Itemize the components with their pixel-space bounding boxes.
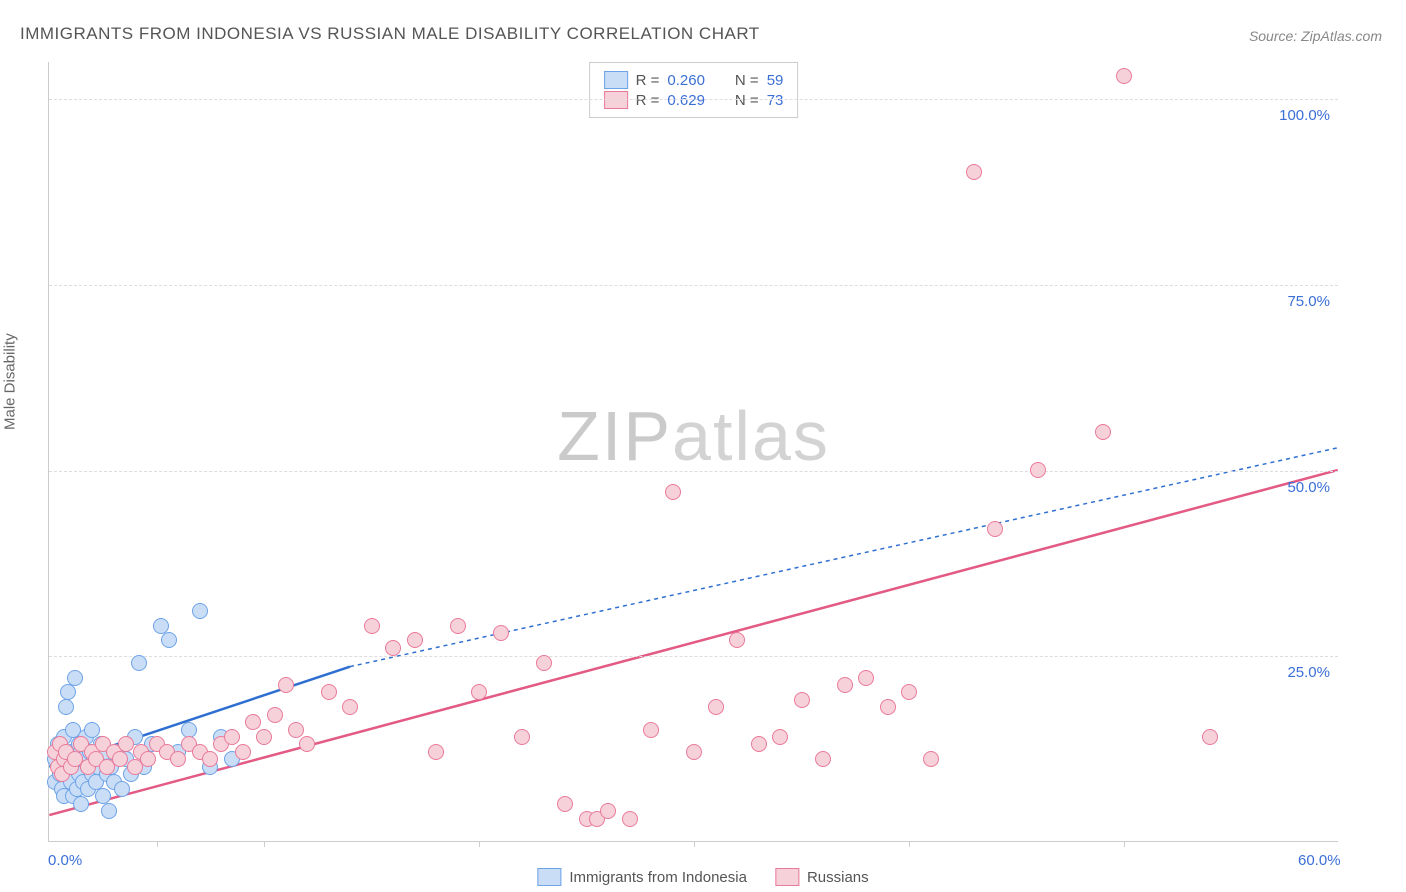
swatch-icon: [775, 868, 799, 886]
data-point: [67, 670, 83, 686]
gridline: [49, 656, 1338, 657]
data-point: [708, 699, 724, 715]
data-point: [364, 618, 380, 634]
legend-stats: R = 0.260N = 59R = 0.629N = 73: [589, 62, 799, 118]
data-point: [170, 751, 186, 767]
data-point: [299, 736, 315, 752]
data-point: [450, 618, 466, 634]
data-point: [966, 164, 982, 180]
data-point: [751, 736, 767, 752]
data-point: [880, 699, 896, 715]
x-tick: [1124, 841, 1125, 847]
data-point: [407, 632, 423, 648]
data-point: [536, 655, 552, 671]
data-point: [114, 781, 130, 797]
data-point: [471, 684, 487, 700]
source-label: Source: ZipAtlas.com: [1249, 28, 1382, 44]
data-point: [686, 744, 702, 760]
x-tick: [479, 841, 480, 847]
x-tick: [157, 841, 158, 847]
legend-n-label: N =: [735, 72, 759, 89]
y-tick-label: 50.0%: [1260, 479, 1330, 496]
data-point: [73, 796, 89, 812]
y-tick-label: 25.0%: [1260, 664, 1330, 681]
legend-r-value: 0.260: [667, 72, 705, 89]
data-point: [1030, 462, 1046, 478]
data-point: [202, 751, 218, 767]
data-point: [923, 751, 939, 767]
legend-row: R = 0.260 N = 59: [604, 71, 784, 89]
data-point: [772, 729, 788, 745]
data-point: [1095, 424, 1111, 440]
chart-container: IMMIGRANTS FROM INDONESIA VS RUSSIAN MAL…: [0, 0, 1406, 892]
data-point: [901, 684, 917, 700]
data-point: [192, 603, 208, 619]
data-point: [622, 811, 638, 827]
x-tick-label: 0.0%: [48, 852, 82, 869]
data-point: [1202, 729, 1218, 745]
data-point: [837, 677, 853, 693]
data-point: [161, 632, 177, 648]
legend-item: Immigrants from Indonesia: [537, 868, 747, 886]
data-point: [665, 484, 681, 500]
data-point: [729, 632, 745, 648]
data-point: [256, 729, 272, 745]
data-point: [235, 744, 251, 760]
data-point: [245, 714, 261, 730]
swatch-icon: [537, 868, 561, 886]
data-point: [557, 796, 573, 812]
y-axis-label: Male Disability: [2, 333, 19, 430]
data-point: [153, 618, 169, 634]
y-tick-label: 100.0%: [1260, 107, 1330, 124]
legend-label: Russians: [807, 869, 869, 886]
legend-label: Immigrants from Indonesia: [569, 869, 747, 886]
x-tick: [694, 841, 695, 847]
swatch-icon: [604, 71, 628, 89]
data-point: [224, 729, 240, 745]
watermark: ZIPatlas: [557, 396, 830, 476]
gridline: [49, 99, 1338, 100]
data-point: [815, 751, 831, 767]
page-title: IMMIGRANTS FROM INDONESIA VS RUSSIAN MAL…: [20, 24, 760, 44]
data-point: [514, 729, 530, 745]
legend-n-value: 59: [767, 72, 784, 89]
data-point: [600, 803, 616, 819]
trend-lines: [49, 62, 1338, 841]
legend-r-label: R =: [636, 72, 660, 89]
data-point: [267, 707, 283, 723]
data-point: [428, 744, 444, 760]
data-point: [181, 722, 197, 738]
legend-series: Immigrants from Indonesia Russians: [537, 868, 868, 886]
data-point: [342, 699, 358, 715]
x-tick: [264, 841, 265, 847]
x-tick-label: 60.0%: [1298, 852, 1341, 869]
data-point: [321, 684, 337, 700]
data-point: [58, 699, 74, 715]
gridline: [49, 285, 1338, 286]
data-point: [288, 722, 304, 738]
data-point: [112, 751, 128, 767]
y-tick-label: 75.0%: [1260, 293, 1330, 310]
data-point: [385, 640, 401, 656]
data-point: [493, 625, 509, 641]
data-point: [60, 684, 76, 700]
data-point: [84, 722, 100, 738]
scatter-plot: ZIPatlas R = 0.260N = 59R = 0.629N = 73 …: [48, 62, 1338, 842]
legend-item: Russians: [775, 868, 869, 886]
data-point: [643, 722, 659, 738]
data-point: [278, 677, 294, 693]
data-point: [1116, 68, 1132, 84]
x-tick: [909, 841, 910, 847]
gridline: [49, 471, 1338, 472]
data-point: [101, 803, 117, 819]
data-point: [987, 521, 1003, 537]
data-point: [858, 670, 874, 686]
data-point: [131, 655, 147, 671]
data-point: [95, 788, 111, 804]
data-point: [118, 736, 134, 752]
data-point: [140, 751, 156, 767]
data-point: [794, 692, 810, 708]
